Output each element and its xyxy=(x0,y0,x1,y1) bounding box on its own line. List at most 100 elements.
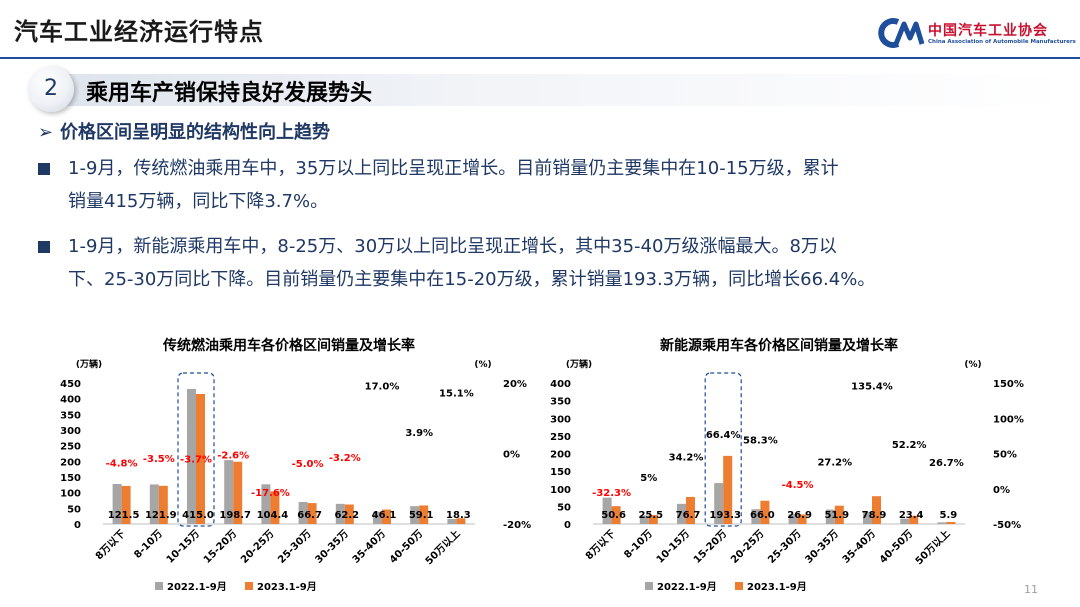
growth-label: 52.2% xyxy=(892,440,927,451)
highlight-box xyxy=(704,372,742,527)
y-tick-label: 350 xyxy=(550,397,571,408)
growth-label: 135.4% xyxy=(851,381,893,392)
bar-2023 xyxy=(344,504,354,524)
legend-label-2022: 2022.1-9月 xyxy=(657,581,717,593)
value-label: 62.2 xyxy=(334,510,359,521)
growth-label: -17.6% xyxy=(251,488,290,499)
value-label: 121.5 xyxy=(108,510,140,521)
bar-2023 xyxy=(797,514,807,524)
y-tick-label: 300 xyxy=(550,414,571,425)
value-label: 415.0 xyxy=(182,510,214,521)
growth-label: 15.1% xyxy=(439,388,474,399)
legend-label-2023: 2023.1-9月 xyxy=(257,581,317,593)
y-tick-label: 150 xyxy=(550,467,571,478)
growth-label: -4.8% xyxy=(106,458,138,469)
bullet-line: 1-9月，传统燃油乘用车中，35万以上同比呈现正增长。目前销量仍主要集中在10-… xyxy=(68,158,839,179)
section-heading: 2 乘用车产销保持良好发展势头 xyxy=(28,66,1078,114)
y-tick-label: 0 xyxy=(74,520,81,531)
bar-2022 xyxy=(298,502,308,524)
bar-2023 xyxy=(834,505,844,524)
bar-2023 xyxy=(686,496,695,524)
top-bar: 汽车工业经济运行特点 中国汽车工业协会 China Association of… xyxy=(0,0,1080,59)
subheading-text: 价格区间呈明显的结构性向上趋势 xyxy=(60,122,330,143)
category-label: 30-35万 xyxy=(803,528,841,566)
bar-2023 xyxy=(456,518,466,524)
bullet-line: 销量415万辆，同比下降3.7%。 xyxy=(68,191,329,212)
y2-tick-label: 20% xyxy=(503,379,527,390)
y-tick-label: 50 xyxy=(557,502,571,513)
chart-title: 传统燃油乘用车各价格区间销量及增长率 xyxy=(162,337,415,354)
y-axis-label: (万辆) xyxy=(76,358,102,370)
value-label: 5.9 xyxy=(940,510,958,521)
page-number: 11 xyxy=(1024,583,1038,596)
bar-2023 xyxy=(419,505,429,524)
value-label: 25.5 xyxy=(638,510,663,521)
association-logo: 中国汽车工业协会 China Association of Automobile… xyxy=(876,18,1076,52)
y2-axis-label: (%) xyxy=(964,360,981,370)
category-label: 50万以上 xyxy=(422,527,462,567)
square-bullet-icon xyxy=(38,163,50,175)
category-label: 10-15万 xyxy=(654,528,692,566)
bar-2022 xyxy=(447,519,457,524)
y-tick-label: 250 xyxy=(550,432,571,443)
bar-2023 xyxy=(909,515,919,524)
y2-tick-label: -50% xyxy=(993,520,1021,531)
y2-axis-label: (%) xyxy=(474,360,491,370)
category-label: 35-40万 xyxy=(350,528,388,566)
growth-label: -3.2% xyxy=(329,453,361,464)
bar-2023 xyxy=(611,506,621,524)
growth-label: 66.4% xyxy=(706,430,741,441)
category-label: 40-50万 xyxy=(387,528,425,566)
value-label: 18.3 xyxy=(446,510,471,521)
growth-label: 3.9% xyxy=(405,428,433,439)
bar-2023 xyxy=(121,485,131,524)
bar-2022 xyxy=(410,506,420,524)
subheading: ➢ 价格区间呈明显的结构性向上趋势 xyxy=(38,118,330,144)
bar-2022 xyxy=(335,503,345,524)
y2-tick-label: 0% xyxy=(993,485,1010,496)
value-label: 76.7 xyxy=(676,510,701,521)
value-label: 121.9 xyxy=(145,510,177,521)
bar-2023 xyxy=(382,509,391,524)
bar-2023 xyxy=(196,393,205,524)
value-label: 51.9 xyxy=(824,510,849,521)
growth-label: 27.2% xyxy=(817,458,852,469)
legend-swatch-2022 xyxy=(155,582,163,590)
category-label: 10-15万 xyxy=(164,528,202,566)
category-label: 40-50万 xyxy=(877,528,915,566)
bar-2022 xyxy=(149,484,159,524)
bar-2022 xyxy=(677,503,686,524)
logo-english-name: China Association of Automobile Manufact… xyxy=(928,39,1076,45)
y-tick-label: 350 xyxy=(60,410,81,421)
y-tick-label: 50 xyxy=(67,504,81,515)
y-tick-label: 100 xyxy=(60,489,81,500)
y-tick-label: 100 xyxy=(550,485,571,496)
bullet-item-nev: 1-9月，新能源乘用车中，8-25万、30万以上同比呈现正增长，其中35-40万… xyxy=(38,230,1068,296)
category-label: 20-25万 xyxy=(238,528,276,566)
category-label: 50万以上 xyxy=(912,527,952,567)
category-label: 25-30万 xyxy=(276,528,314,566)
bar-2022 xyxy=(602,497,612,524)
value-label: 198.7 xyxy=(219,510,251,521)
category-label: 30-35万 xyxy=(313,528,351,566)
y-tick-label: 0 xyxy=(564,520,571,531)
growth-label: -4.5% xyxy=(782,480,814,491)
value-label: 50.6 xyxy=(601,510,626,521)
growth-label: 17.0% xyxy=(365,382,400,393)
category-label: 15-20万 xyxy=(201,528,239,566)
category-label: 15-20万 xyxy=(691,528,729,566)
y2-tick-label: 100% xyxy=(993,414,1024,425)
page-title: 汽车工业经济运行特点 xyxy=(14,18,264,46)
bar-2023 xyxy=(760,500,770,524)
y-tick-label: 200 xyxy=(550,450,571,461)
bar-2022 xyxy=(373,511,382,524)
growth-label: 26.7% xyxy=(929,458,964,469)
bar-2022 xyxy=(900,518,910,524)
chart-title: 新能源乘用车各价格区间销量及增长率 xyxy=(660,337,898,354)
legend-swatch-2022 xyxy=(645,582,653,590)
section-title: 乘用车产销保持良好发展势头 xyxy=(86,81,373,106)
square-bullet-icon xyxy=(38,241,50,253)
category-label: 35-40万 xyxy=(840,528,878,566)
bullet-line: 1-9月，新能源乘用车中，8-25万、30万以上同比呈现正增长，其中35-40万… xyxy=(68,236,837,257)
bar-2022 xyxy=(112,483,122,524)
